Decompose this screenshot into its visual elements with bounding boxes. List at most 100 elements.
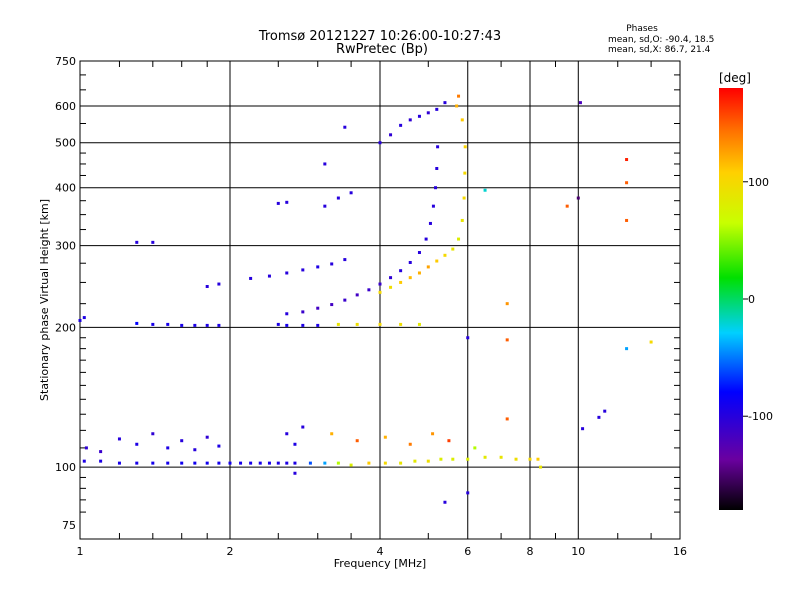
data-point (383, 435, 387, 439)
data-point (367, 461, 371, 465)
data-point (443, 253, 447, 257)
data-point (417, 322, 421, 326)
data-point (330, 432, 334, 436)
colorbar-ticks: 100 0 -100 (743, 176, 773, 423)
data-point (483, 188, 487, 192)
data-point (367, 288, 371, 292)
x-tick-labels: 1 2 4 6 8 10 16 (77, 545, 688, 558)
x-tick-label: 4 (377, 545, 384, 558)
data-point (424, 237, 428, 241)
data-point (649, 340, 653, 344)
data-point (336, 461, 340, 465)
data-point (301, 323, 305, 327)
data-point (434, 186, 438, 190)
y-tick-label: 300 (55, 240, 76, 253)
data-point (603, 409, 607, 413)
data-point (301, 310, 305, 314)
data-point (82, 459, 86, 463)
data-point (135, 321, 139, 325)
data-point (455, 104, 459, 108)
data-point (536, 457, 540, 461)
data-point (399, 461, 403, 465)
data-point (205, 435, 209, 439)
data-point (117, 461, 121, 465)
data-points (78, 94, 653, 504)
data-point (399, 269, 403, 273)
data-point (78, 318, 82, 322)
data-point (428, 221, 432, 225)
data-point (460, 218, 464, 222)
data-point (417, 251, 421, 255)
data-point (408, 260, 412, 264)
data-point (151, 432, 155, 436)
x-tick-label: 10 (571, 545, 585, 558)
x-axis-label: Frequency [MHz] (334, 557, 426, 570)
data-point (316, 306, 320, 310)
data-point (378, 141, 382, 145)
data-point (447, 439, 451, 443)
data-point (276, 201, 280, 205)
data-point (378, 290, 382, 294)
data-point (436, 145, 440, 149)
data-point (473, 446, 477, 450)
data-point (378, 322, 382, 326)
data-point (193, 461, 197, 465)
x-tick-label: 2 (227, 545, 234, 558)
data-point (576, 196, 580, 200)
data-point (99, 459, 103, 463)
data-point (180, 461, 184, 465)
data-point (193, 448, 197, 452)
data-point (336, 196, 340, 200)
colorbar (719, 88, 743, 510)
data-point (625, 181, 629, 185)
data-point (443, 500, 447, 504)
data-point (355, 293, 359, 297)
y-tick-label: 100 (55, 461, 76, 474)
y-tick-label: 75 (62, 519, 76, 532)
data-point (505, 338, 509, 342)
data-point (285, 461, 289, 465)
minor-ticks (80, 61, 680, 539)
data-point (539, 465, 543, 469)
data-point (431, 432, 435, 436)
data-point (417, 114, 421, 118)
data-point (466, 457, 470, 461)
data-point (205, 461, 209, 465)
data-point (443, 101, 447, 105)
data-point (399, 123, 403, 127)
data-point (293, 471, 297, 475)
data-point (505, 417, 509, 421)
data-point (293, 442, 297, 446)
colorbar-tick-label: 0 (748, 293, 755, 306)
x-tick-label: 1 (77, 545, 84, 558)
data-point (408, 118, 412, 122)
data-point (193, 323, 197, 327)
data-point (451, 247, 455, 251)
colorbar-label: [deg] (719, 71, 751, 85)
data-point (258, 461, 262, 465)
x-tick-label: 16 (673, 545, 687, 558)
data-point (466, 336, 470, 340)
y-tick-labels: 75 100 200 300 400 500 600 750 (55, 55, 76, 532)
data-point (408, 442, 412, 446)
data-point (166, 461, 170, 465)
data-point (285, 271, 289, 275)
data-point (389, 276, 393, 280)
data-point (435, 166, 439, 170)
data-point (217, 461, 221, 465)
data-point (151, 240, 155, 244)
data-point (82, 316, 86, 320)
y-axis-label: Stationary phase Virtual Height [km] (38, 199, 51, 401)
data-point (565, 204, 569, 208)
data-point (301, 425, 305, 429)
data-point (285, 312, 289, 316)
data-point (426, 265, 430, 269)
data-point (276, 322, 280, 326)
phases-o-stats: mean, sd,O: -90.4, 18.5 (608, 35, 714, 45)
colorbar-tick-label: 100 (748, 176, 769, 189)
data-point (166, 322, 170, 326)
data-point (378, 282, 382, 286)
data-point (217, 282, 221, 286)
data-point (228, 461, 232, 465)
